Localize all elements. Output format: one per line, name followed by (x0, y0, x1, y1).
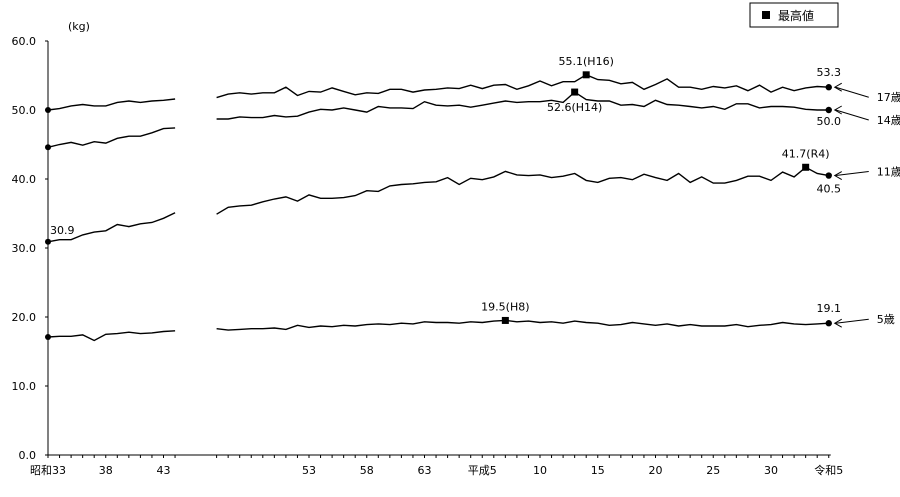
y-tick-label: 0.0 (19, 449, 37, 462)
legend-marker (762, 11, 770, 19)
legend-label: 最高値 (778, 8, 814, 23)
x-tick-label: 38 (99, 464, 113, 477)
series-pointer-arrow (833, 171, 842, 180)
x-tick-label: 30 (764, 464, 778, 477)
axes: 0.0 10.0 20.0 30.0 40.0 50.0 60.0 昭和33 38 43 53 58 6… (12, 35, 844, 477)
x-tick-label: 15 (591, 464, 605, 477)
max-annotation: 41.7(R4) (782, 147, 830, 160)
max-annotation: 55.1(H16) (559, 55, 614, 68)
x-tick-label: 10 (533, 464, 547, 477)
y-tick-label: 60.0 (12, 35, 37, 48)
series-5歳: 5歳 (45, 313, 895, 342)
series-line-segment (47, 330, 176, 342)
max-marker (571, 88, 579, 96)
series-11歳: 11歳 (45, 166, 900, 245)
end-value-label: 50.0 (817, 115, 842, 128)
end-value-label: 19.1 (817, 302, 842, 315)
y-tick-label: 10.0 (12, 380, 37, 393)
y-tick-label: 40.0 (12, 173, 37, 186)
max-annotation: 52.6(H14) (547, 101, 602, 114)
series-name: 17歳 (877, 91, 900, 104)
series-17歳: 17歳 (45, 74, 900, 113)
series-line-segment (216, 74, 829, 99)
max-marker (582, 71, 590, 79)
series-pointer-line (835, 171, 869, 177)
series-pointer-line (835, 318, 869, 324)
x-tick-label: 昭和33 (30, 464, 66, 477)
series-pointer-arrow (833, 318, 842, 328)
x-tick-label: 63 (418, 464, 432, 477)
series-name: 14歳 (877, 114, 900, 127)
y-tick-label: 30.0 (12, 242, 37, 255)
end-value-label: 40.5 (817, 183, 842, 196)
x-tick-label: 58 (360, 464, 374, 477)
series-start-point (45, 107, 51, 113)
series-end-point (825, 172, 832, 179)
series-line-segment (47, 127, 176, 148)
series-line-segment (47, 98, 176, 111)
x-tick-label: 20 (649, 464, 663, 477)
start-value-label: 30.9 (50, 224, 75, 237)
x-tick-label: 25 (706, 464, 720, 477)
series-line-segment (216, 319, 829, 331)
y-tick-label: 50.0 (12, 104, 37, 117)
series-14歳: 14歳 (45, 91, 900, 151)
series-pointer-line (835, 109, 869, 121)
series-name: 11歳 (877, 166, 900, 179)
x-tick-label: 令和5 (814, 463, 843, 477)
legend: 最高値 (749, 2, 839, 28)
series-start-point (45, 334, 51, 341)
max-annotation: 19.5(H8) (481, 300, 529, 313)
series-pointer-line (835, 86, 869, 98)
max-marker (501, 316, 509, 324)
y-tick-label: 20.0 (12, 311, 37, 324)
unit-label: (kg) (68, 20, 90, 33)
series-line-segment (47, 212, 176, 243)
series-end-point (825, 84, 832, 91)
x-tick-label: 平成5 (468, 464, 497, 477)
series-end-point (825, 106, 832, 114)
series-name: 5歳 (877, 313, 895, 326)
label-layer: 53.3 50.0 40.5 19.1 30.9 55.1(H16) 52.6(H14) 41… (50, 55, 841, 324)
series-pointer-arrow (833, 105, 842, 115)
x-tick-label: 43 (157, 464, 171, 477)
series-line-segment (216, 166, 829, 215)
series-end-point (825, 320, 832, 327)
max-marker (802, 163, 810, 171)
x-tick-label: 53 (302, 464, 316, 477)
series-line-segment (216, 91, 829, 120)
series-pointer-arrow (833, 82, 842, 92)
end-value-label: 53.3 (817, 66, 842, 79)
series-start-point (45, 238, 51, 245)
series-layer: 17歳 14歳 11歳 5歳 (45, 74, 900, 342)
series-start-point (45, 144, 51, 151)
